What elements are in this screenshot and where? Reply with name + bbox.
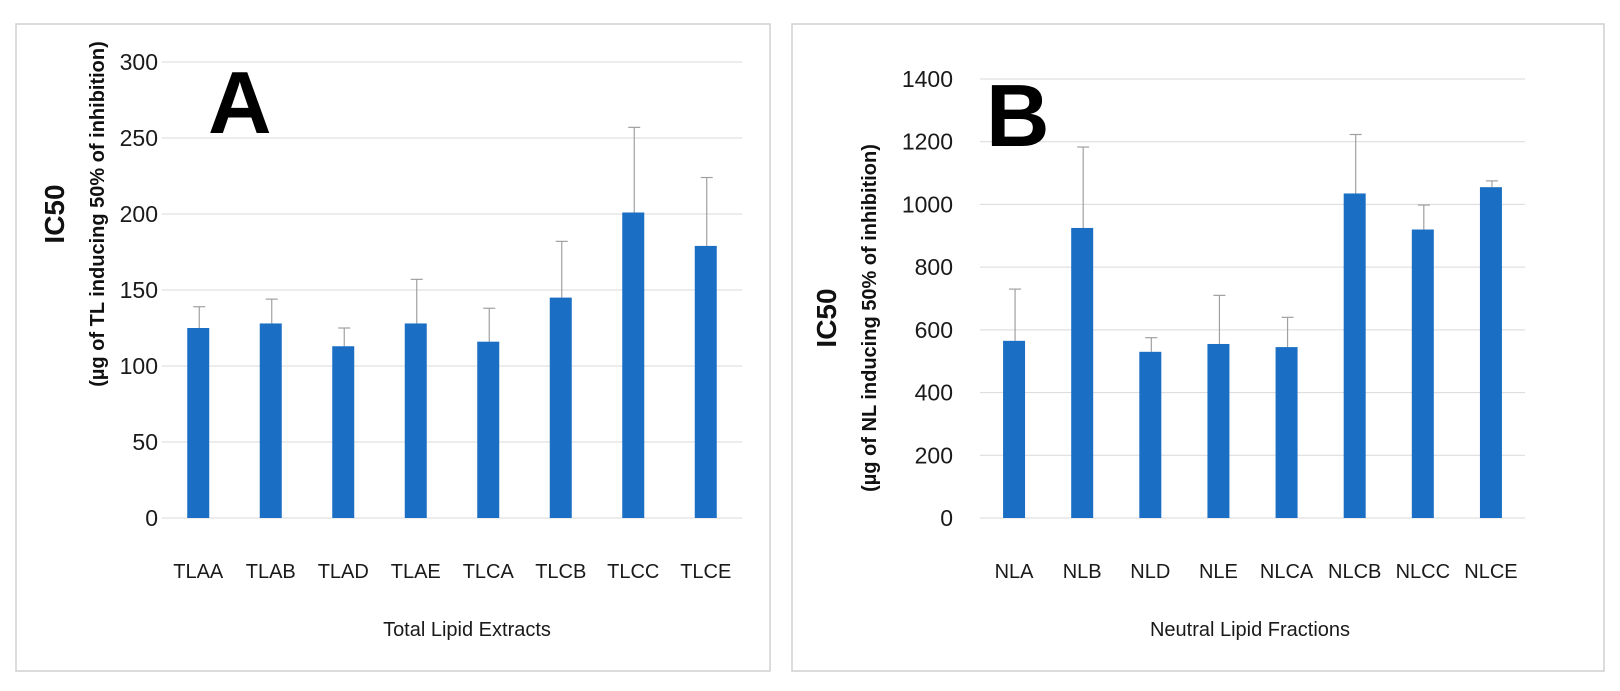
panel-a-y-tick-label: 100: [120, 353, 158, 379]
panel-b-gridlines: [980, 78, 1525, 519]
panel-b-y-axis-sublabel: (µg of NL inducing 50% of inhibition): [859, 144, 881, 492]
panel-a-y-tick-label: 50: [132, 429, 158, 455]
panel-a-bar-tlcc: [622, 212, 645, 519]
panel-a-frame: [15, 23, 771, 672]
panel-a-bar-tlca: [477, 341, 500, 518]
panel-b-category-label: NLE: [1199, 561, 1238, 583]
panel-a-y-tick-label: 300: [120, 49, 158, 75]
panel-a-x-axis-label: Total Lipid Extracts: [383, 619, 551, 641]
panel-b-y-tick-label: 1400: [902, 66, 953, 92]
panel-a-y-tick-label: 0: [145, 505, 158, 531]
panel-a-letter: A: [208, 53, 272, 152]
panel-b-x-axis-label: Neutral Lipid Fractions: [1150, 619, 1350, 641]
panel-b-y-axis-label: IC50: [811, 288, 842, 347]
panel-b-y-tick-label: 600: [915, 317, 953, 343]
panel-b-y-tick-label: 200: [915, 442, 953, 468]
panel-b-bar-nla: [1003, 340, 1026, 518]
panel-b-category-label: NLA: [995, 561, 1035, 583]
panel-b-category-label: NLB: [1063, 561, 1102, 583]
panel-a-y-tick-label: 200: [120, 201, 158, 227]
panel-b-y-tick-label: 400: [915, 380, 953, 406]
panel-b-bars: [1003, 187, 1502, 519]
panel-b-y-tick-label: 1000: [902, 191, 953, 217]
panel-b-bar-nlcb: [1343, 193, 1366, 519]
panel-a-y-tick-label: 150: [120, 277, 158, 303]
panel-b-bar-nlb: [1071, 227, 1094, 519]
panel-a-y-tick-label: 250: [120, 125, 158, 151]
panel-b-bar-nlcc: [1411, 229, 1434, 518]
panel-a-y-tick-labels: 0 50 100 150 200 250 300: [120, 49, 158, 531]
panel-b-category-label: NLCE: [1464, 561, 1517, 583]
panel-b-bar-nld: [1139, 351, 1162, 518]
panel-b-y-axis-title: IC50 (µg of NL inducing 50% of inhibitio…: [811, 144, 881, 492]
panel-a-category-label: TLCC: [607, 561, 659, 583]
panel-b-y-tick-label: 0: [940, 505, 953, 531]
panel-a-error-bars: [193, 126, 713, 347]
panel-a-bars: [187, 212, 717, 519]
panel-a-bar-tlce: [694, 245, 717, 519]
panel-b-y-tick-label: 800: [915, 254, 953, 280]
panel-a-category-labels: TLAA TLAB TLAD TLAE TLCA TLCB TLCC TLCE: [173, 561, 731, 583]
panel-a-y-axis-sublabel: (µg of TL inducing 50% of inhibition): [87, 41, 109, 387]
panel-b-category-label: NLCC: [1396, 561, 1450, 583]
panel-b-bar-nlce: [1479, 187, 1502, 519]
panel-a-bar-tlad: [332, 346, 355, 518]
panel-a-category-label: TLCB: [535, 561, 586, 583]
panel-a-bar-tlaa: [187, 328, 210, 518]
panel-a-category-label: TLAE: [391, 561, 441, 583]
panel-b-error-bars: [1009, 133, 1498, 352]
panel-a-category-label: TLCE: [680, 561, 731, 583]
panel-a-category-label: TLCA: [463, 561, 515, 583]
panel-b-category-label: NLD: [1130, 561, 1170, 583]
panel-b-category-label: NLCA: [1260, 561, 1314, 583]
panel-a-category-label: TLAA: [173, 561, 224, 583]
panel-a-bar-tlae: [404, 323, 427, 518]
panel-b-bar-nlca: [1275, 347, 1298, 518]
panel-b-category-labels: NLA NLB NLD NLE NLCA NLCB NLCC NLCE: [995, 561, 1518, 583]
panel-a-y-axis-label: IC50: [39, 184, 70, 243]
panel-b-frame: [791, 23, 1605, 672]
panel-b-letter: B: [986, 66, 1050, 165]
panel-a-category-label: TLAD: [318, 561, 369, 583]
panel-a-bar-tlcb: [549, 297, 572, 518]
panel-a-gridlines: [162, 61, 742, 519]
panel-a-category-label: TLAB: [246, 561, 296, 583]
panel-b-y-tick-label: 1200: [902, 129, 953, 155]
panel-b-category-label: NLCB: [1328, 561, 1381, 583]
panel-a-y-axis-title: IC50 (µg of TL inducing 50% of inhibitio…: [39, 41, 109, 387]
panel-a-bar-tlab: [259, 323, 282, 518]
panel-b-bar-nle: [1207, 343, 1230, 518]
panel-b-y-tick-labels: 0 200 400 600 800 1000 1200 1400: [902, 66, 953, 531]
